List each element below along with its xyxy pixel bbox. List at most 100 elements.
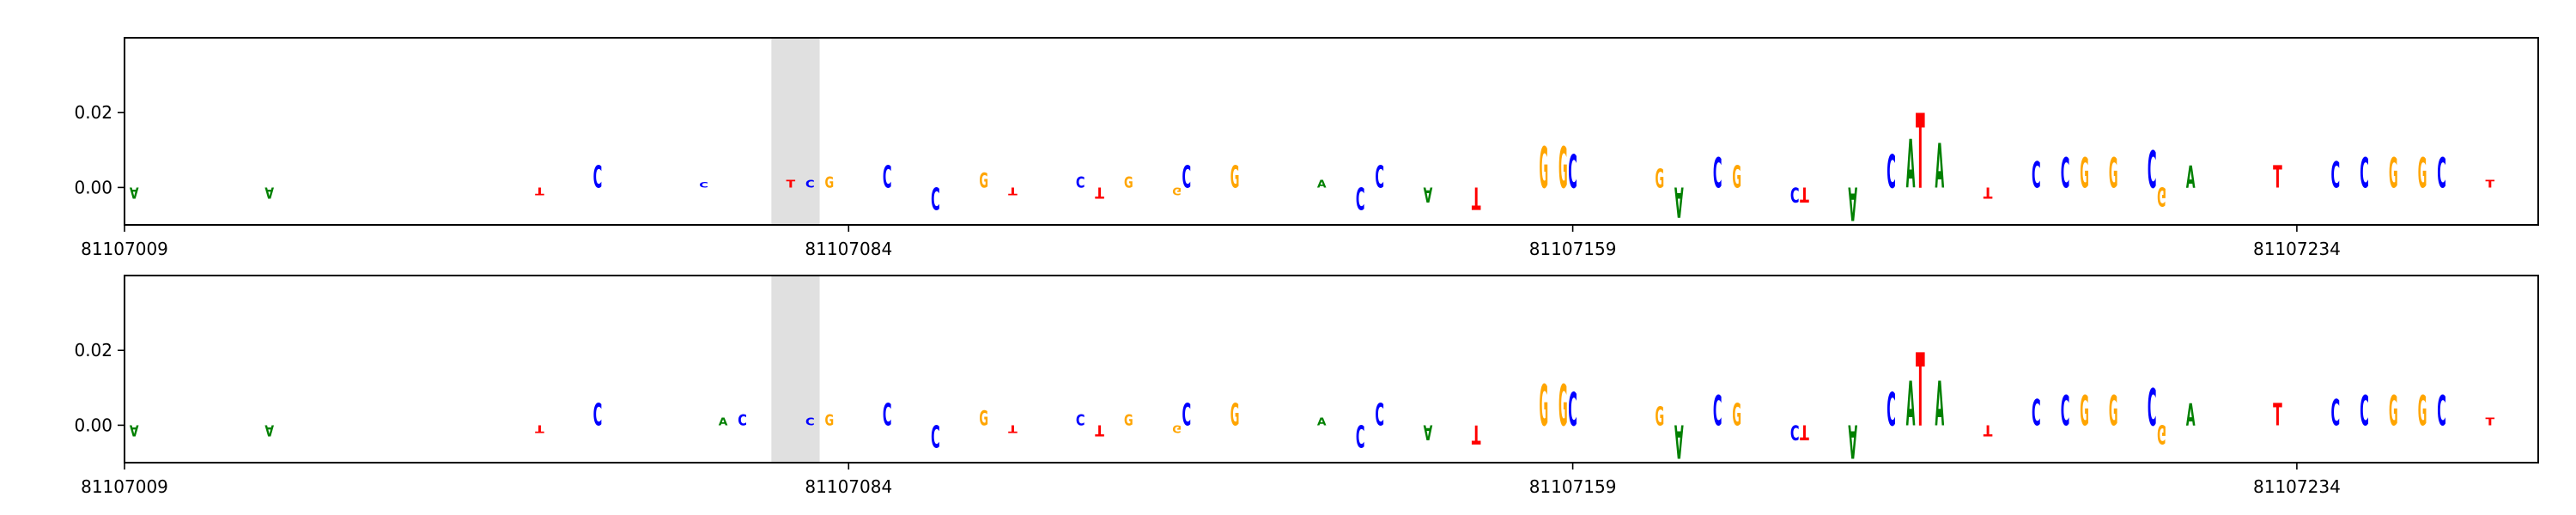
- logo-letter: G: [2418, 149, 2427, 197]
- x-tick-label: 81107159: [1529, 476, 1617, 497]
- logo-letter: G: [2157, 181, 2166, 211]
- logo-letter: G: [1558, 374, 1568, 439]
- y-tick-label: 0.02: [74, 340, 112, 360]
- logo-letter: G: [824, 173, 834, 191]
- y-tick-label: 0.02: [74, 102, 112, 123]
- logo-letter: C: [1568, 382, 1577, 437]
- logo-letter: C: [593, 397, 603, 433]
- logo-letter: T: [1984, 184, 1993, 202]
- plot-frame: [124, 275, 2539, 464]
- logo-letter: G: [1124, 173, 1133, 191]
- logo-letter: T: [786, 179, 795, 191]
- logo-letter: T: [1095, 421, 1104, 439]
- logo-letter: C: [1182, 159, 1191, 195]
- y-tick-label: 0.00: [74, 177, 112, 197]
- logo-letter: C: [1568, 144, 1577, 199]
- logo-letter: C: [2360, 387, 2369, 435]
- logo-letter: G: [1230, 159, 1240, 195]
- logo-letter: C: [2360, 149, 2369, 197]
- logo-letter: T: [2485, 179, 2494, 191]
- logo-letter: C: [805, 179, 815, 191]
- logo-letter: C: [593, 159, 603, 195]
- logo-letter: T: [1095, 184, 1104, 202]
- logo-letter: C: [1076, 411, 1085, 429]
- logo-letter: A: [719, 416, 728, 428]
- logo-letter: C: [2331, 154, 2341, 196]
- logo-letter: C: [2437, 387, 2446, 435]
- logo-letter: C: [2437, 149, 2446, 197]
- logo-letter: C: [1356, 418, 1365, 454]
- logo-letter: A: [130, 184, 139, 202]
- logo-letter: A: [1317, 416, 1327, 428]
- logo-letter: A: [2186, 397, 2196, 433]
- logo-letter: G: [1540, 136, 1549, 202]
- logo-letter: T: [1916, 94, 1925, 213]
- logo-letter: C: [1356, 180, 1365, 216]
- logo-letter: C: [2148, 378, 2157, 438]
- logo-letter: G: [2157, 419, 2166, 449]
- logo-letter: C: [883, 159, 892, 195]
- logo-letter: T: [1800, 182, 1809, 205]
- x-tick-label: 81107084: [805, 476, 892, 497]
- logo-letter: G: [2080, 149, 2089, 197]
- logo-letter: C: [1713, 149, 1722, 197]
- highlight: [771, 276, 820, 463]
- logo-letter: A: [1935, 369, 1945, 440]
- logo-letter: T: [2485, 416, 2494, 428]
- logo-letter: A: [1935, 131, 1945, 203]
- logo-letter: A: [1317, 179, 1327, 191]
- logo-letter: C: [2061, 149, 2070, 197]
- logo-letter: G: [1540, 374, 1549, 439]
- logo-letter: A: [1424, 420, 1433, 443]
- logo-letter: C: [931, 418, 940, 454]
- logo-letter: A: [2186, 159, 2196, 195]
- logo-letter: T: [535, 185, 544, 197]
- logo-letter: C: [1375, 159, 1384, 195]
- panel: A A T C A C C G CC G T CTG G C G A CC A T G G C G AC G C T AC A T A T C C…: [74, 275, 2539, 497]
- logo-letter: C: [2032, 154, 2041, 196]
- logo-letter: C: [2032, 392, 2041, 433]
- logo-letter: C: [1886, 382, 1896, 437]
- logo-letter: A: [130, 421, 139, 439]
- x-tick-label: 81107234: [2253, 239, 2341, 259]
- logo-letter: G: [1230, 397, 1240, 433]
- logo-letter: G: [1172, 422, 1182, 434]
- logo-letter: C: [805, 416, 815, 428]
- logo-letter: G: [2109, 387, 2118, 435]
- logo-letter: A: [1674, 178, 1684, 226]
- logo-letter: T: [1472, 180, 1481, 216]
- logo-letter: C: [2148, 140, 2157, 200]
- x-tick-label: 81107009: [81, 239, 168, 259]
- logo-letter: A: [1848, 414, 1857, 469]
- logo-letter: C: [931, 180, 940, 216]
- logo-letter: G: [1732, 159, 1741, 195]
- logo-letter: A: [1906, 369, 1916, 440]
- logo-letter: C: [2331, 392, 2341, 433]
- logo-letter: T: [2273, 397, 2282, 433]
- plot-frame: [124, 37, 2539, 226]
- logo-letter: G: [2418, 387, 2427, 435]
- logo-letter: C: [1375, 397, 1384, 433]
- logo-letter: C: [1886, 144, 1896, 199]
- logo-letter: C: [699, 180, 708, 189]
- logo-letter: C: [1713, 387, 1722, 435]
- logo-letter: A: [264, 421, 274, 439]
- logo-letter: G: [1732, 397, 1741, 433]
- logo-letter: C: [883, 397, 892, 433]
- logo-letter: G: [1558, 136, 1568, 202]
- x-tick-label: 81107159: [1529, 239, 1617, 259]
- logo-letter: G: [2109, 149, 2118, 197]
- panel: A A T C C T C G CC G T CTG G C G A CC A T G G C G AC G C T AC A T A T C C…: [74, 37, 2539, 259]
- logo-letter: T: [535, 422, 544, 434]
- logo-letter: T: [2273, 159, 2282, 195]
- logo-letter: T: [1800, 420, 1809, 443]
- logo-letter: T: [1472, 419, 1481, 449]
- logo-letter: G: [824, 411, 834, 429]
- logo-letter: A: [1848, 176, 1857, 231]
- logo-letter: G: [1655, 163, 1664, 193]
- logo-letter: A: [264, 184, 274, 202]
- logo-letter: T: [1916, 332, 1925, 450]
- logo-letter: G: [2389, 387, 2398, 435]
- logo-letter: A: [1424, 182, 1433, 205]
